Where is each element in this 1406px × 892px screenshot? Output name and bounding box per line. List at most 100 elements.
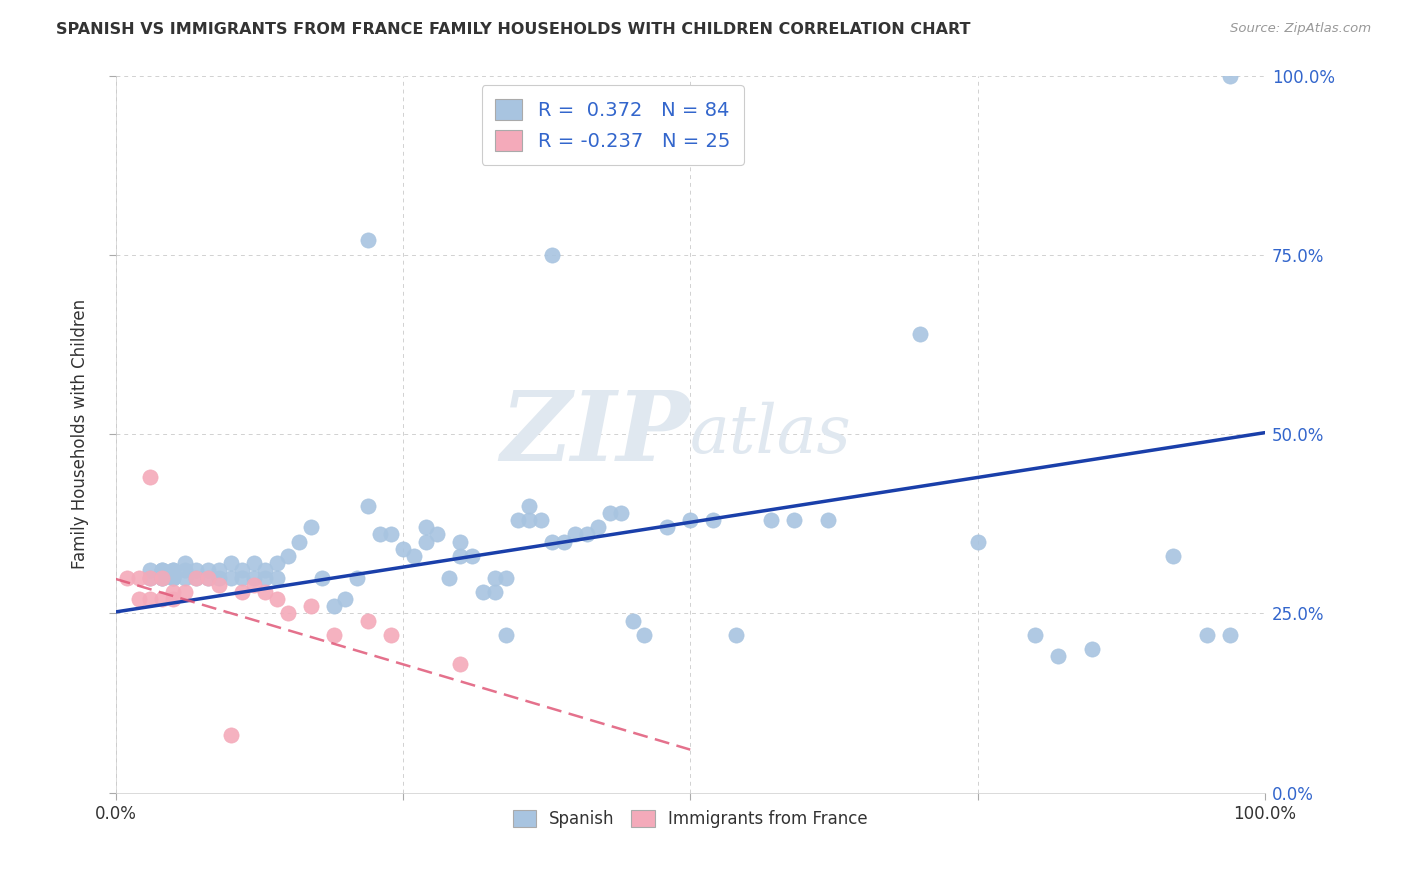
Point [162,570,184,584]
Point [128,592,150,607]
Point [219,728,242,742]
Point [517,499,540,513]
Point [150,570,173,584]
Point [357,499,380,513]
Point [564,527,586,541]
Point [197,570,219,584]
Point [208,570,231,584]
Point [139,570,162,584]
Text: SPANISH VS IMMIGRANTS FROM FRANCE FAMILY HOUSEHOLDS WITH CHILDREN CORRELATION CH: SPANISH VS IMMIGRANTS FROM FRANCE FAMILY… [56,22,970,37]
Point [266,570,288,584]
Point [657,520,679,534]
Point [415,520,437,534]
Point [208,563,231,577]
Point [173,563,195,577]
Point [231,585,253,599]
Point [197,570,219,584]
Point [128,570,150,584]
Point [517,513,540,527]
Point [150,563,173,577]
Point [621,614,644,628]
Point [277,549,299,563]
Point [368,527,391,541]
Y-axis label: Family Households with Children: Family Households with Children [72,299,89,569]
Point [575,527,598,541]
Point [184,563,207,577]
Point [725,628,748,642]
Point [633,628,655,642]
Point [150,570,173,584]
Point [253,563,276,577]
Point [184,570,207,584]
Point [231,563,253,577]
Point [449,657,471,671]
Point [472,585,495,599]
Point [162,563,184,577]
Point [277,607,299,621]
Point [449,549,471,563]
Point [426,527,449,541]
Point [1081,642,1104,657]
Point [346,570,368,584]
Point [530,513,553,527]
Point [484,570,506,584]
Point [184,570,207,584]
Point [437,570,460,584]
Point [1219,628,1241,642]
Point [1161,549,1184,563]
Point [253,585,276,599]
Point [1046,649,1069,664]
Point [679,513,702,527]
Point [253,570,276,584]
Point [1024,628,1046,642]
Point [242,556,264,570]
Point [299,599,322,614]
Point [449,534,471,549]
Text: ZIP: ZIP [501,387,690,481]
Point [588,520,610,534]
Point [219,570,242,584]
Point [1219,69,1241,83]
Point [231,570,253,584]
Point [208,577,231,591]
Point [162,592,184,607]
Point [610,506,633,520]
Point [266,556,288,570]
Point [335,592,357,607]
Point [357,234,380,248]
Point [380,527,402,541]
Point [266,592,288,607]
Point [1197,628,1219,642]
Point [966,534,988,549]
Point [150,563,173,577]
Point [150,570,173,584]
Point [495,628,517,642]
Point [461,549,484,563]
Point [599,506,621,520]
Point [553,534,575,549]
Point [150,592,173,607]
Point [173,585,195,599]
Point [506,513,529,527]
Point [219,556,242,570]
Point [484,585,506,599]
Point [357,614,380,628]
Point [139,470,162,484]
Point [541,248,564,262]
Point [173,556,195,570]
Point [392,541,415,556]
Point [495,570,517,584]
Point [139,570,162,584]
Point [288,534,311,549]
Point [404,549,426,563]
Point [197,563,219,577]
Point [908,326,931,341]
Point [759,513,782,527]
Point [162,585,184,599]
Point [139,563,162,577]
Point [242,577,264,591]
Legend: Spanish, Immigrants from France: Spanish, Immigrants from France [506,803,875,835]
Point [162,563,184,577]
Point [782,513,804,527]
Point [139,592,162,607]
